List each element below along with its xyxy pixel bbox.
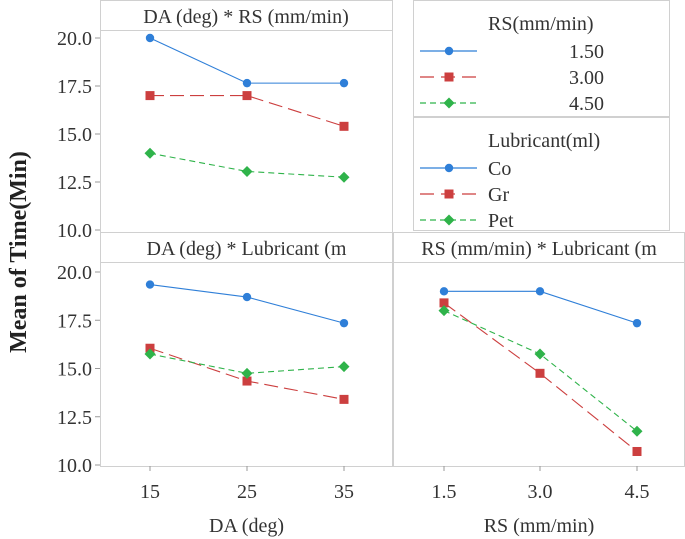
x-axis-label: RS (mm/min) (484, 515, 595, 537)
square-marker (145, 343, 155, 353)
circle-marker (632, 318, 642, 328)
y-axis-label: Mean of Time(Min) (6, 151, 32, 353)
square-marker (242, 91, 252, 101)
x-tick-label: 3.0 (528, 481, 553, 503)
series-line-1.50 (149, 37, 344, 84)
diamond-marker (443, 214, 455, 226)
panel-title: DA (deg) * Lubricant (m (147, 238, 347, 260)
circle-marker (444, 46, 454, 56)
diamond-marker (241, 165, 253, 177)
legend-entry: 3.00 (569, 67, 604, 89)
legend-entry: 1.50 (569, 41, 604, 63)
legend-box (413, 117, 670, 231)
diamond-marker (443, 97, 455, 109)
series-line-Gr (443, 302, 638, 452)
square-marker (444, 189, 454, 199)
panel-title: DA (deg) * RS (mm/min) (143, 6, 349, 28)
series-line-3.00 (150, 95, 345, 127)
diamond-marker (144, 147, 156, 159)
diamond-marker (534, 348, 546, 360)
legend-entry: 4.50 (569, 93, 604, 115)
diamond-marker (338, 171, 350, 183)
diamond-marker (438, 305, 450, 317)
y-tick-label: 17.5 (57, 310, 92, 332)
y-tick-label: 10.0 (57, 220, 92, 242)
y-tick-label: 15.0 (57, 124, 92, 146)
square-marker (444, 72, 454, 82)
diamond-marker (631, 425, 643, 437)
diamond-marker (241, 367, 253, 379)
square-marker (339, 121, 349, 131)
square-marker (339, 394, 349, 404)
x-tick-label: 35 (334, 481, 354, 503)
x-tick-label: 4.5 (625, 481, 650, 503)
x-axis-label: DA (deg) (209, 515, 284, 537)
circle-marker (339, 318, 349, 328)
legend-title: Lubricant(ml) (488, 130, 600, 152)
series-line-Co (149, 283, 345, 324)
legend-title: RS(mm/min) (488, 13, 594, 35)
legend-entry: Co (488, 158, 511, 180)
square-marker (242, 376, 252, 386)
legend-entry: Gr (488, 184, 509, 206)
square-marker (145, 91, 155, 101)
circle-marker (242, 78, 252, 88)
circle-marker (145, 33, 155, 43)
circle-marker (535, 287, 545, 296)
series-line-Co (444, 290, 638, 324)
y-tick-label: 17.5 (57, 76, 92, 98)
legend-box (413, 0, 670, 117)
circle-marker (242, 292, 252, 302)
y-tick-label: 20.0 (57, 28, 92, 50)
y-tick-label: 20.0 (57, 262, 92, 284)
panel-title: RS (mm/min) * Lubricant (m (421, 238, 657, 260)
circle-marker (145, 280, 155, 289)
y-tick-label: 10.0 (57, 455, 92, 477)
square-marker (632, 446, 642, 456)
x-tick-label: 15 (140, 481, 160, 503)
diamond-marker (144, 348, 156, 360)
diamond-marker (338, 361, 350, 373)
panel-frame (100, 0, 393, 467)
y-tick-label: 15.0 (57, 359, 92, 381)
y-tick-label: 12.5 (57, 407, 92, 429)
circle-marker (339, 78, 349, 88)
y-tick-label: 12.5 (57, 172, 92, 194)
x-tick-label: 25 (237, 481, 257, 503)
circle-marker (444, 163, 454, 173)
series-line-Pet (149, 353, 345, 374)
legend-entry: Pet (488, 210, 514, 232)
series-line-4.50 (149, 152, 345, 178)
square-marker (439, 298, 449, 308)
square-marker (535, 368, 545, 378)
circle-marker (439, 287, 449, 296)
x-tick-label: 1.5 (432, 481, 457, 503)
